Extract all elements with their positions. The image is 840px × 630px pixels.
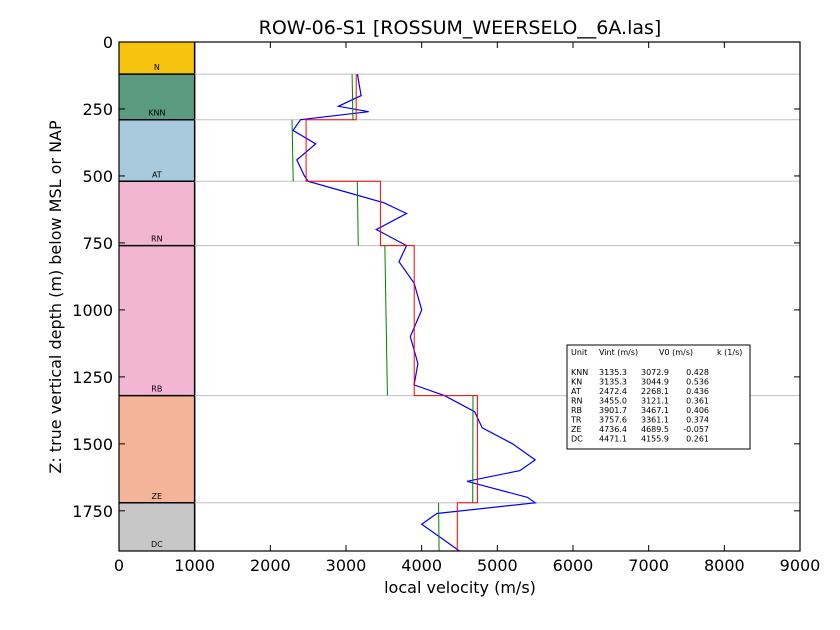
unit-column-rn <box>119 181 195 246</box>
unit-label-rn: RN <box>151 235 163 244</box>
fit-line-rn <box>356 181 359 246</box>
x-tick-label-4000: 4000 <box>401 556 442 575</box>
unit-column-at <box>119 119 195 182</box>
y-tick-label-1500: 1500 <box>72 435 113 454</box>
unit-column-n <box>119 42 195 75</box>
table-cell-5-3: 0.374 <box>686 416 709 425</box>
table-cell-2-0: AT <box>571 387 581 396</box>
table-cell-6-1: 4736.4 <box>599 425 627 434</box>
table-cell-0-0: KNN <box>571 368 588 377</box>
unit-label-ze: ZE <box>152 492 163 501</box>
table-cell-7-0: DC <box>571 435 583 444</box>
table-cell-4-1: 3901.7 <box>599 406 627 415</box>
table-cell-0-2: 3072.9 <box>641 368 669 377</box>
velocity-log-line <box>292 73 537 552</box>
y-tick-label-1250: 1250 <box>72 368 113 387</box>
table-header-0: Unit <box>571 348 587 357</box>
x-tick-label-7000: 7000 <box>628 556 669 575</box>
unit-column-ze <box>119 395 195 503</box>
unit-label-knn: KNN <box>148 109 165 118</box>
unit-label-n: N <box>154 63 160 72</box>
x-tick-label-8000: 8000 <box>704 556 745 575</box>
unit-column-knn <box>119 74 195 120</box>
fit-line-knn <box>351 74 354 120</box>
plot-frame <box>118 41 801 552</box>
table-cell-3-2: 3121.1 <box>641 397 669 406</box>
table-header-2: V0 (m/s) <box>659 348 693 357</box>
unit-label-rb: RB <box>151 385 162 394</box>
table-cell-2-2: 2268.1 <box>641 387 669 396</box>
table-cell-4-3: 0.406 <box>686 406 709 415</box>
x-tick-label-3000: 3000 <box>326 556 367 575</box>
table-cell-6-0: ZE <box>571 425 582 434</box>
table-header-3: k (1/s) <box>717 348 742 357</box>
fit-line-dc <box>438 502 440 552</box>
y-tick-label-1750: 1750 <box>72 502 113 521</box>
table-cell-3-3: 0.361 <box>686 397 709 406</box>
y-tick-label-750: 750 <box>82 234 113 253</box>
x-axis-label: local velocity (m/s) <box>384 578 536 597</box>
table-cell-1-0: KN <box>571 378 582 387</box>
unit-column-dc <box>119 502 195 551</box>
x-tick-label-1000: 1000 <box>174 556 215 575</box>
table-cell-7-3: 0.261 <box>686 435 709 444</box>
unit-label-dc: DC <box>151 540 163 549</box>
table-cell-1-1: 3135.3 <box>599 378 627 387</box>
table-cell-6-2: 4689.5 <box>641 425 669 434</box>
unit-column-rb <box>119 245 195 396</box>
table-cell-1-3: 0.536 <box>686 378 709 387</box>
table-cell-4-0: RB <box>571 406 582 415</box>
fit-line-rb <box>384 245 388 396</box>
fit-line-at <box>291 119 294 182</box>
x-tick-label-0: 0 <box>114 556 124 575</box>
chart-title: ROW-06-S1 [ROSSUM_WEERSELO__6A.las] <box>259 17 662 39</box>
y-tick-label-0: 0 <box>103 33 113 52</box>
table-cell-5-1: 3757.6 <box>599 416 627 425</box>
x-tick-label-5000: 5000 <box>477 556 518 575</box>
table-cell-2-3: 0.436 <box>686 387 709 396</box>
table-cell-3-0: RN <box>571 397 583 406</box>
table-cell-0-3: 0.428 <box>686 368 709 377</box>
velocity-table <box>566 344 751 450</box>
x-tick-label-6000: 6000 <box>553 556 594 575</box>
table-header-1: Vint (m/s) <box>599 348 638 357</box>
table-cell-5-2: 3361.1 <box>641 416 669 425</box>
table-cell-7-2: 4155.9 <box>641 435 669 444</box>
y-tick-label-250: 250 <box>82 100 113 119</box>
table-cell-4-2: 3467.1 <box>641 406 669 415</box>
interval-velocity-line <box>305 74 478 551</box>
y-axis-label: Z: true vertical depth (m) below MSL or … <box>46 120 65 474</box>
table-cell-3-1: 3455.0 <box>599 397 627 406</box>
table-cell-5-0: TR <box>570 416 582 425</box>
table-cell-0-1: 3135.3 <box>599 368 627 377</box>
plot-background <box>119 42 800 551</box>
unit-label-at: AT <box>152 170 162 179</box>
x-tick-label-9000: 9000 <box>780 556 821 575</box>
x-tick-label-2000: 2000 <box>250 556 291 575</box>
table-cell-6-3: -0.057 <box>683 425 709 434</box>
y-tick-label-1000: 1000 <box>72 301 113 320</box>
y-tick-label-500: 500 <box>82 167 113 186</box>
table-cell-7-1: 4471.1 <box>599 435 627 444</box>
table-cell-1-2: 3044.9 <box>641 378 669 387</box>
table-cell-2-1: 2472.4 <box>599 387 627 396</box>
